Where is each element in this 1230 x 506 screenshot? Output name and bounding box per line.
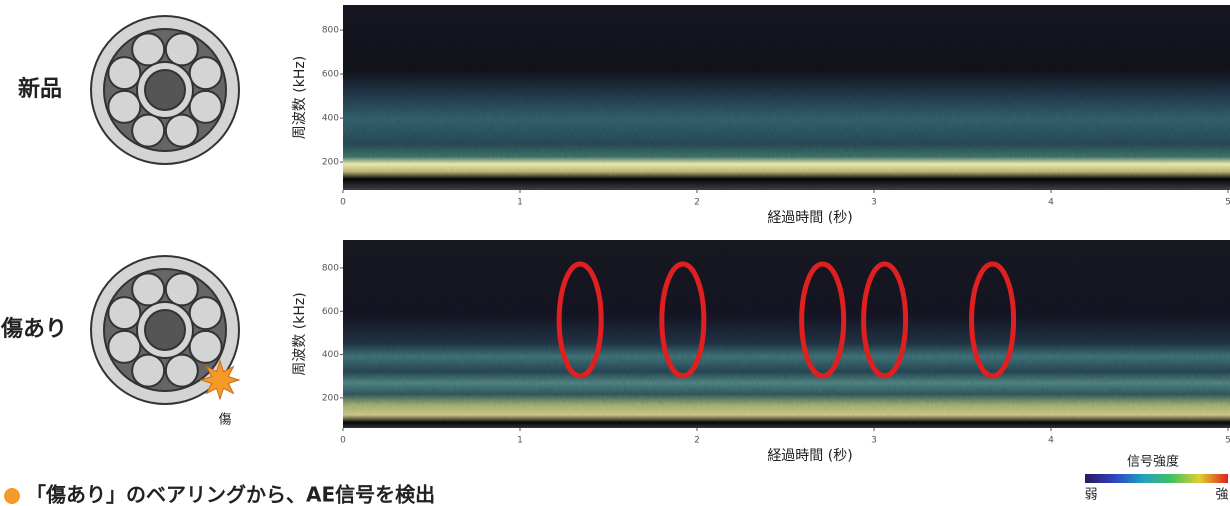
x-tick-label: 0 [340,436,346,446]
sample-label: 傷あり [0,316,67,342]
shaft [145,70,185,110]
ball [190,91,222,123]
ball [132,115,164,147]
colorbar [1085,474,1228,483]
figure: 新品 200 400 600 800 0 1 2 3 4 5 経過時間 (秒) 周波数 (kHz) 傷あり… [0,0,1230,506]
x-tick-label: 3 [871,436,877,446]
x-tick-label: 2 [694,198,700,208]
page: 新品 200 400 600 800 0 1 2 3 4 5 経過時間 (秒) 周波数 (kHz) 傷あり… [0,0,1230,506]
ball [166,115,198,147]
ball [166,33,198,65]
ball [132,33,164,65]
spectrogram-noise [343,5,1230,190]
x-tick-label: 2 [694,436,700,446]
ball [108,297,140,329]
bearing-icon [91,16,239,164]
x-tick-label: 1 [517,436,523,446]
damage-label: 傷 [218,413,231,428]
x-tick-label: 1 [517,198,523,208]
y-tick-label: 200 [322,393,339,403]
ball [190,331,222,363]
note-bullet [4,488,20,504]
ball [190,297,222,329]
y-tick-label: 400 [322,114,339,124]
ball [108,57,140,89]
shaft [145,310,185,350]
colorbar-high: 強 [1215,488,1228,503]
x-axis-label: 経過時間 (秒) [767,448,852,464]
x-tick-label: 3 [871,198,877,208]
ball [166,355,198,387]
x-axis-label: 経過時間 (秒) [767,210,852,226]
x-tick-label: 5 [1225,198,1230,208]
ball [108,331,140,363]
ball [166,273,198,305]
x-tick-label: 4 [1048,198,1054,208]
x-tick-label: 5 [1225,436,1230,446]
y-tick-label: 800 [322,263,339,273]
ball [190,57,222,89]
y-tick-label: 600 [322,70,339,80]
y-tick-label: 400 [322,350,339,360]
y-axis-label: 周波数 (kHz) [292,292,308,375]
colorbar-title: 信号強度 [1127,454,1179,470]
x-tick-label: 0 [340,198,346,208]
y-axis-label: 周波数 (kHz) [292,56,308,139]
damage-star [201,361,239,399]
x-tick-label: 4 [1048,436,1054,446]
y-tick-label: 200 [322,158,339,168]
sample-label: 新品 [18,76,62,102]
y-tick-label: 800 [322,26,339,36]
spectrogram-noise [343,240,1230,428]
note: 「傷あり」のベアリングから、AE信号を検出 [26,483,435,506]
ball [108,91,140,123]
ball [132,273,164,305]
colorbar-low: 弱 [1084,488,1097,503]
y-tick-label: 600 [322,307,339,317]
ball [132,355,164,387]
